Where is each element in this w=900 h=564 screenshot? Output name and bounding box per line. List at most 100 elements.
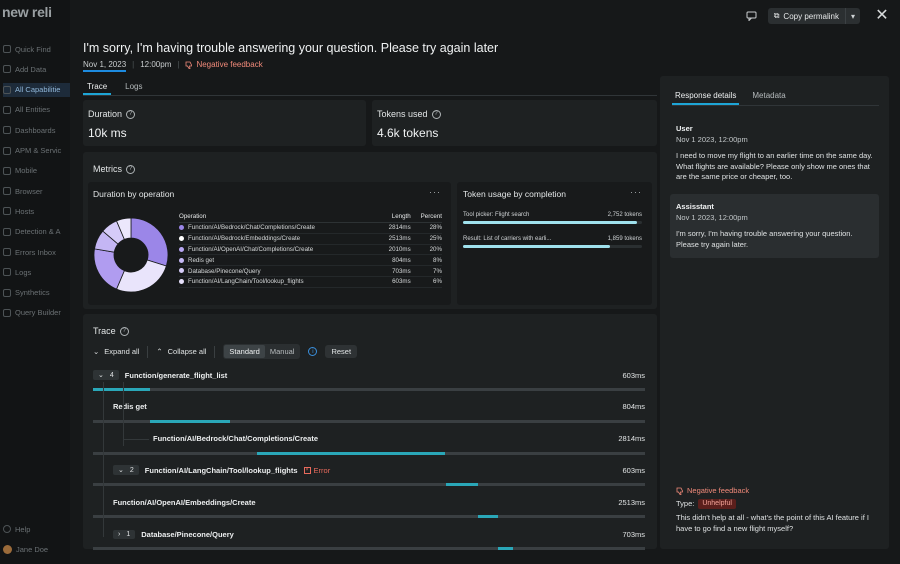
trace-card: Trace? ⌄ Expand all ⌃ Collapse all Standar…: [83, 314, 657, 550]
sidebar-item[interactable]: Dashboards: [3, 123, 55, 137]
span-name: Redis get: [113, 402, 147, 412]
sidebar-item[interactable]: Mobile: [3, 164, 37, 178]
nav-icon: [3, 308, 11, 317]
donut-slice[interactable]: [116, 259, 167, 293]
error-indicator: × Error: [303, 466, 330, 475]
tokens-card: Tokens used? 4.6k tokens: [372, 100, 657, 146]
table-row: Function/AI/OpenAI/Chat/Completions/Crea…: [179, 244, 442, 256]
mode-standard[interactable]: Standard: [224, 345, 265, 358]
table-row: Redis get 804ms 8%: [179, 254, 442, 267]
trace-modal: ⧉ Copy permalink ▾ ✕ I'm sorry, I'm havin…: [70, 0, 900, 564]
chevron-down-icon: ⌄: [98, 372, 104, 379]
help-icon: [3, 525, 11, 533]
chevron-right-icon: ›: [118, 530, 121, 538]
expand-toggle[interactable]: ⌄ 4: [93, 370, 119, 380]
link-icon: ⧉: [773, 11, 780, 20]
tab-response-details[interactable]: Response details: [672, 88, 740, 105]
table-row: Function/AI/Bedrock/Chat/Completions/Cre…: [179, 222, 442, 234]
span-timeline-bar: [93, 483, 645, 487]
collapse-all-button[interactable]: ⌃ Collapse all: [156, 347, 207, 356]
expand-toggle[interactable]: › 1: [113, 529, 136, 539]
response-panel: Response details Metadata User Nov 1 202…: [660, 76, 889, 549]
nav-icon: [3, 126, 11, 135]
help-icon[interactable]: ?: [126, 109, 136, 119]
thumbs-down-icon: [676, 488, 683, 496]
feedback-icon[interactable]: [744, 8, 760, 24]
metrics-card: Metrics? Duration by operation ··· Opera…: [83, 152, 657, 309]
feedback-text: This didn't help at all - what's the poi…: [676, 512, 869, 533]
sidebar-item[interactable]: Add Data: [3, 62, 46, 76]
donut-slice[interactable]: [130, 217, 169, 267]
sidebar-item[interactable]: Browser: [3, 184, 43, 198]
legend-dot: [179, 268, 184, 274]
token-usage-row: Tool picker: Flight search 2,752 tokens: [463, 212, 642, 224]
expand-toggle[interactable]: ⌄ 2: [113, 465, 139, 476]
help-icon[interactable]: ?: [119, 326, 129, 336]
left-nav: new reli Quick Find Add Data All Capabilit…: [0, 0, 70, 564]
span-name: Function/generate_flight_list: [124, 370, 228, 380]
trace-row[interactable]: Function/AI/Bedrock/Chat/Completions/Cre…: [153, 432, 645, 446]
token-usage-panel: Token usage by completion ··· Tool picke…: [457, 182, 652, 305]
sidebar-item[interactable]: All Capabilitie: [3, 82, 70, 97]
more-options-icon[interactable]: ···: [429, 187, 441, 197]
span-duration: 2814ms: [618, 434, 645, 444]
nav-icon: [3, 166, 11, 175]
trace-row[interactable]: Function/AI/OpenAI/Embeddings/Create 2513…: [113, 495, 645, 509]
sidebar-item[interactable]: All Entities: [3, 103, 50, 117]
sidebar-item[interactable]: Detection & A: [3, 225, 60, 239]
nav-icon: [3, 85, 11, 94]
feedback-section: Negative feedback Type: Unhelpful This d…: [676, 486, 876, 535]
sidebar-item[interactable]: APM & Servic: [3, 144, 61, 158]
sidebar-item[interactable]: Errors Inbox: [3, 245, 56, 259]
info-icon[interactable]: i: [308, 347, 318, 356]
app-logo: new reli: [2, 4, 52, 20]
table-row: Database/Pinecone/Query 703ms 7%: [179, 265, 442, 277]
nav-icon: [3, 146, 11, 155]
expand-all-button[interactable]: ⌄ Expand all: [93, 347, 140, 356]
token-usage-row: Result: List of carriers with earli... 1,…: [463, 236, 642, 248]
nav-icon: [3, 268, 11, 277]
tab-trace[interactable]: Trace: [83, 80, 112, 95]
duration-donut-chart: [93, 217, 169, 293]
span-timeline-bar: [93, 419, 645, 423]
mode-manual[interactable]: Manual: [269, 347, 295, 356]
reset-button[interactable]: Reset: [325, 345, 358, 358]
trace-row[interactable]: ⌄ 2 Function/AI/LangChain/Tool/lookup_flig…: [113, 463, 645, 477]
trace-date[interactable]: Nov 1, 2023: [83, 60, 127, 72]
sidebar-item[interactable]: Synthetics: [3, 286, 50, 300]
span-timeline-bar: [93, 515, 645, 519]
trace-row[interactable]: Redis get 804ms: [113, 400, 645, 414]
trace-row[interactable]: › 1 Database/Pinecone/Query 703ms: [113, 527, 645, 541]
sidebar-item[interactable]: Logs: [3, 265, 31, 279]
chevron-up-icon: ⌃: [156, 347, 163, 356]
tokens-value: 4.6k tokens: [377, 126, 439, 140]
table-row: Function/AI/Bedrock/Embeddings/Create 251…: [179, 233, 442, 245]
assistant-message: Assisstant Nov 1 2023, 12:00pm I'm sorry…: [670, 194, 879, 258]
mode-toggle: Standard Manual: [223, 344, 301, 359]
token-usage-bar: [463, 245, 642, 248]
main-tabs: Trace Logs: [83, 80, 657, 96]
sidebar-item[interactable]: Query Builder: [3, 306, 61, 320]
tree-connector: [103, 382, 104, 537]
sidebar-item[interactable]: Quick Find: [3, 42, 51, 56]
sidebar-item[interactable]: Hosts: [3, 204, 34, 218]
help-icon[interactable]: ?: [126, 164, 135, 174]
donut-slice[interactable]: [116, 217, 132, 240]
duration-by-operation-panel: Duration by operation ··· Operation Leng…: [88, 182, 451, 305]
more-options-icon[interactable]: ···: [630, 187, 642, 197]
tree-connector: [123, 382, 124, 446]
tab-logs[interactable]: Logs: [125, 82, 143, 91]
nav-user[interactable]: Jane Doe: [3, 542, 48, 556]
tab-metadata[interactable]: Metadata: [752, 91, 786, 100]
nav-help[interactable]: Help: [3, 522, 30, 536]
modal-toolbar: ⧉ Copy permalink ▾ ✕: [744, 8, 890, 24]
response-tabs: Response details Metadata: [672, 88, 879, 106]
close-icon[interactable]: ✕: [875, 7, 889, 24]
trace-row[interactable]: ⌄ 4 Function/generate_flight_list 603ms: [93, 368, 645, 382]
duration-table: Operation Length Percent Function/AI/Bed…: [179, 213, 442, 288]
nav-icon: [3, 45, 11, 53]
chevron-down-icon[interactable]: ▾: [850, 11, 855, 21]
help-icon[interactable]: ?: [431, 109, 441, 119]
copy-permalink-button[interactable]: ⧉ Copy permalink ▾: [767, 8, 860, 24]
error-icon: ×: [303, 466, 311, 474]
